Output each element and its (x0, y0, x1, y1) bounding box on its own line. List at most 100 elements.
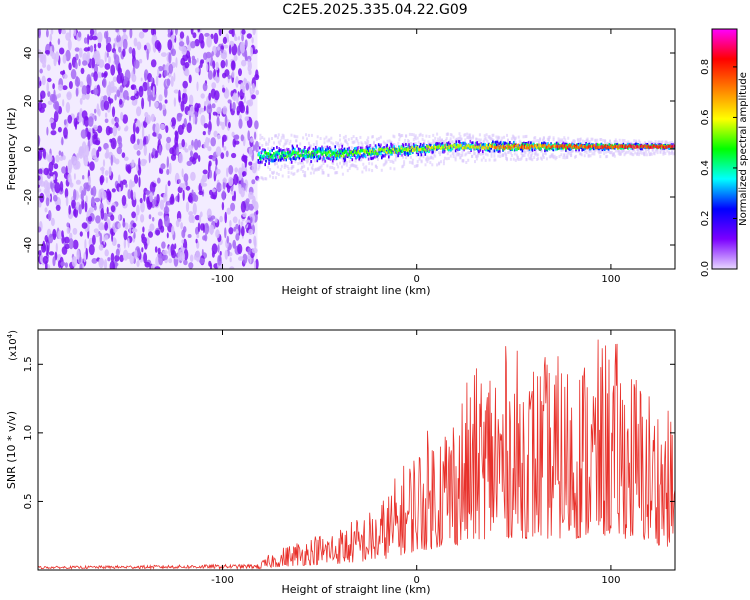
noise-speck (66, 222, 70, 228)
noise-speck (98, 189, 102, 201)
noise-speck (239, 101, 244, 113)
track-cell (388, 155, 390, 159)
track-halo (304, 174, 307, 178)
track-cell (454, 143, 456, 147)
noise-speck (68, 238, 74, 250)
noise-speck (123, 79, 126, 86)
track-halo (517, 135, 520, 139)
track-cell (496, 140, 499, 144)
track-halo (669, 142, 672, 146)
track-halo (470, 136, 473, 140)
noise-speck (165, 184, 168, 195)
track-cell (447, 148, 450, 152)
noise-speck (117, 214, 121, 221)
track-halo (339, 161, 341, 165)
noise-speck (149, 192, 154, 203)
noise-speck (41, 243, 47, 253)
noise-speck (123, 238, 127, 249)
track-halo (490, 154, 493, 158)
track-halo (513, 152, 516, 156)
track-halo (434, 154, 437, 158)
noise-speck (130, 134, 136, 144)
track-halo (311, 163, 314, 167)
noise-speck (88, 175, 91, 186)
track-halo (497, 154, 500, 158)
track-cell (328, 146, 331, 150)
noise-speck (76, 153, 79, 162)
noise-speck (133, 59, 140, 69)
track-cell (594, 145, 597, 149)
track-cell (304, 155, 307, 159)
track-cell (300, 154, 302, 157)
noise-region (38, 29, 260, 269)
noise-speck (101, 190, 107, 200)
track-cell (581, 148, 583, 152)
noise-speck (55, 204, 61, 211)
track-halo (279, 139, 282, 143)
snr-x-tick-label: 100 (601, 575, 620, 586)
noise-speck (238, 183, 242, 190)
noise-speck (230, 202, 236, 212)
noise-speck (158, 144, 162, 156)
noise-speck (129, 29, 133, 39)
track-halo (394, 152, 397, 156)
noise-speck (104, 234, 109, 241)
noise-speck (210, 215, 216, 220)
track-cell (488, 149, 491, 153)
snr-panel: -100 0 100 0.51.01.5 Height of straight li… (5, 329, 676, 596)
noise-speck (199, 107, 206, 113)
track-halo (393, 143, 396, 146)
colorbar-tick-label: 0.6 (700, 109, 711, 125)
noise-speck (162, 249, 168, 256)
noise-speck (211, 243, 218, 255)
track-halo (321, 168, 324, 172)
track-cell (667, 144, 670, 148)
track-halo (337, 141, 340, 145)
track-halo (370, 143, 373, 147)
track-halo (278, 142, 281, 146)
noise-speck (110, 80, 115, 91)
track-halo (602, 139, 605, 142)
track-halo (341, 165, 343, 169)
track-cell (448, 147, 451, 151)
track-cell (346, 153, 349, 157)
track-halo (281, 174, 284, 178)
track-cell (269, 153, 272, 157)
noise-speck (231, 195, 235, 202)
track-halo (280, 136, 283, 140)
track-cell (353, 147, 356, 151)
track-halo (361, 142, 364, 146)
track-cell (608, 146, 611, 149)
track-cell (377, 152, 379, 156)
noise-speck (197, 222, 201, 233)
noise-speck (254, 120, 259, 130)
track-halo (531, 151, 534, 155)
noise-speck (116, 89, 121, 98)
spectrogram-x-tick-label: 0 (414, 274, 420, 285)
track-halo (375, 166, 378, 169)
noise-speck (64, 262, 68, 268)
noise-speck (220, 152, 225, 160)
track-cell (477, 143, 479, 147)
noise-speck (79, 47, 83, 58)
track-halo (583, 154, 586, 158)
noise-speck (177, 217, 182, 223)
noise-speck (238, 118, 243, 129)
track-halo (302, 170, 305, 173)
noise-speck (161, 104, 166, 111)
noise-speck (154, 196, 157, 206)
noise-speck (229, 257, 232, 263)
track-cell (272, 159, 274, 163)
noise-speck (244, 49, 248, 60)
track-cell (653, 144, 656, 148)
noise-speck (239, 172, 243, 179)
track-cell (273, 147, 275, 151)
noise-speck (208, 112, 211, 122)
noise-speck (123, 230, 128, 241)
track-halo (416, 136, 419, 140)
noise-speck (203, 52, 208, 60)
track-halo (569, 149, 572, 153)
noise-speck (142, 29, 149, 33)
track-halo (478, 140, 481, 144)
